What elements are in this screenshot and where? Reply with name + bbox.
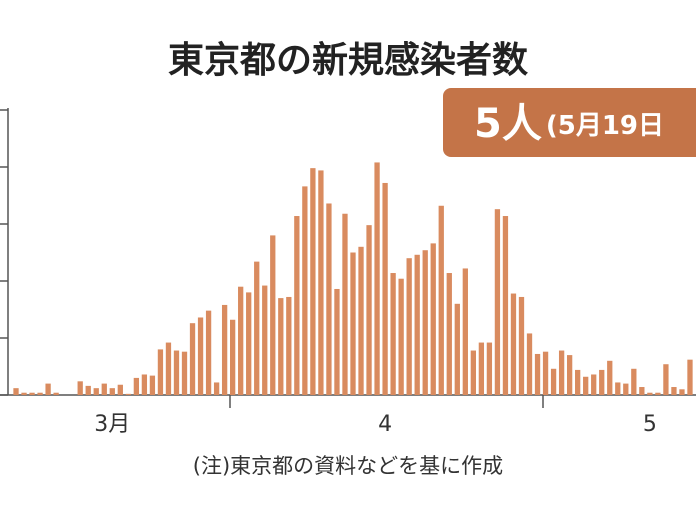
bar — [366, 225, 372, 395]
bar — [623, 383, 629, 395]
bar — [406, 258, 412, 395]
annotation: 5人 (5月19日 — [474, 101, 664, 147]
bar — [221, 304, 228, 395]
bar — [390, 273, 396, 395]
bar — [478, 342, 485, 395]
bar — [454, 303, 460, 395]
bar — [486, 342, 493, 395]
bar — [318, 170, 324, 395]
bar — [566, 355, 573, 395]
bar — [286, 296, 292, 395]
annotation-date: (5月19日 — [546, 111, 664, 141]
bar — [663, 364, 669, 395]
bar — [639, 387, 645, 395]
bar — [679, 389, 685, 395]
bar — [462, 268, 468, 395]
bar — [29, 392, 35, 395]
bar — [374, 162, 380, 395]
bar — [213, 382, 220, 395]
bar — [93, 388, 99, 395]
bar — [647, 392, 653, 395]
bar — [502, 216, 509, 395]
bar — [205, 310, 212, 395]
x-tick-label: 4 — [378, 412, 392, 437]
bar — [422, 250, 428, 395]
bar — [117, 384, 123, 395]
bar — [655, 392, 661, 395]
bar — [157, 349, 164, 395]
bar — [45, 383, 51, 395]
bar — [687, 359, 693, 395]
bar — [534, 353, 541, 395]
bar — [77, 381, 83, 395]
bar — [334, 288, 340, 395]
bar — [125, 393, 131, 395]
bar — [398, 278, 404, 395]
bar — [197, 317, 204, 395]
bar — [510, 293, 517, 395]
bar — [173, 350, 180, 395]
bar — [109, 388, 115, 395]
bar — [302, 186, 308, 395]
bar — [21, 392, 27, 395]
bar — [294, 216, 300, 395]
bar — [262, 285, 268, 395]
bar — [13, 388, 19, 395]
bar — [342, 213, 348, 395]
bar — [575, 369, 581, 395]
bar — [583, 376, 589, 395]
bar — [181, 351, 188, 395]
bar — [101, 383, 107, 395]
bar — [446, 273, 452, 395]
bar — [270, 235, 276, 395]
chart-title: 東京都の新規感染者数 — [168, 39, 528, 81]
bar — [189, 323, 196, 395]
bar — [542, 351, 549, 395]
bar — [550, 368, 557, 395]
bar — [141, 374, 148, 395]
bar — [326, 203, 332, 395]
annotation-badge — [443, 88, 696, 157]
bar — [133, 377, 140, 395]
bar — [591, 374, 597, 395]
bar — [149, 375, 156, 395]
bar — [85, 385, 91, 395]
bar — [607, 360, 613, 395]
x-tick-label: 3月 — [94, 412, 130, 437]
annotation-number: 5人 — [474, 101, 542, 147]
bar — [599, 369, 605, 395]
bar — [494, 209, 501, 395]
bar — [615, 382, 621, 395]
x-tick-label: 5 — [643, 412, 657, 437]
bar — [350, 252, 356, 395]
bar — [37, 392, 43, 395]
note: (注)東京都の資料などを基に作成 — [193, 454, 503, 478]
bar — [53, 392, 59, 395]
bar — [526, 333, 533, 395]
bar — [430, 243, 436, 395]
bar — [310, 168, 316, 395]
bar — [358, 246, 364, 395]
bar — [414, 254, 420, 395]
bar — [238, 286, 244, 395]
bar — [246, 292, 252, 395]
bar — [165, 342, 172, 395]
bar — [229, 319, 236, 395]
bar — [470, 350, 477, 395]
bar — [558, 350, 565, 395]
bar — [518, 296, 525, 395]
bar — [254, 261, 260, 395]
bar — [278, 298, 284, 395]
bar — [382, 182, 388, 395]
bar — [438, 205, 444, 395]
bar — [671, 387, 677, 395]
bar — [631, 368, 637, 395]
